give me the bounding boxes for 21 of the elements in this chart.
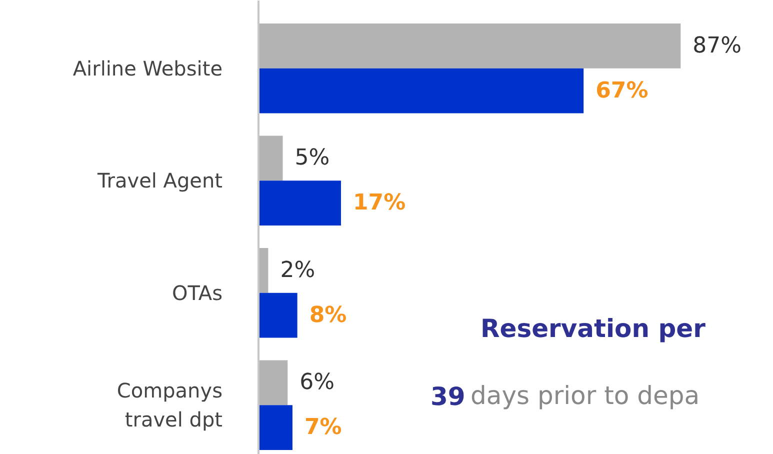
bar (258, 292, 298, 338)
data-label: 17% (352, 190, 406, 216)
bar (258, 180, 341, 226)
data-label: 2% (280, 258, 316, 283)
y-tick-label: Travel Agent (96, 168, 223, 193)
data-label: 8% (309, 302, 347, 328)
y-tick-label: Airline Website (72, 56, 222, 80)
data-label: 67% (596, 78, 648, 104)
bar (258, 68, 584, 114)
y-tick-label: OTAs (172, 280, 223, 305)
data-label: 5% (294, 146, 330, 171)
annotation: Reservation per (480, 314, 706, 343)
data-label: 7% (304, 415, 342, 440)
bar (258, 405, 292, 450)
annotation: 39 days prior to depa (430, 381, 700, 411)
data-label: 87% (692, 33, 742, 58)
data-label: 6% (300, 370, 335, 396)
bar (258, 360, 288, 406)
bar (258, 24, 681, 68)
bar (258, 136, 283, 181)
y-tick-label: Companys travel dpt (116, 378, 223, 432)
